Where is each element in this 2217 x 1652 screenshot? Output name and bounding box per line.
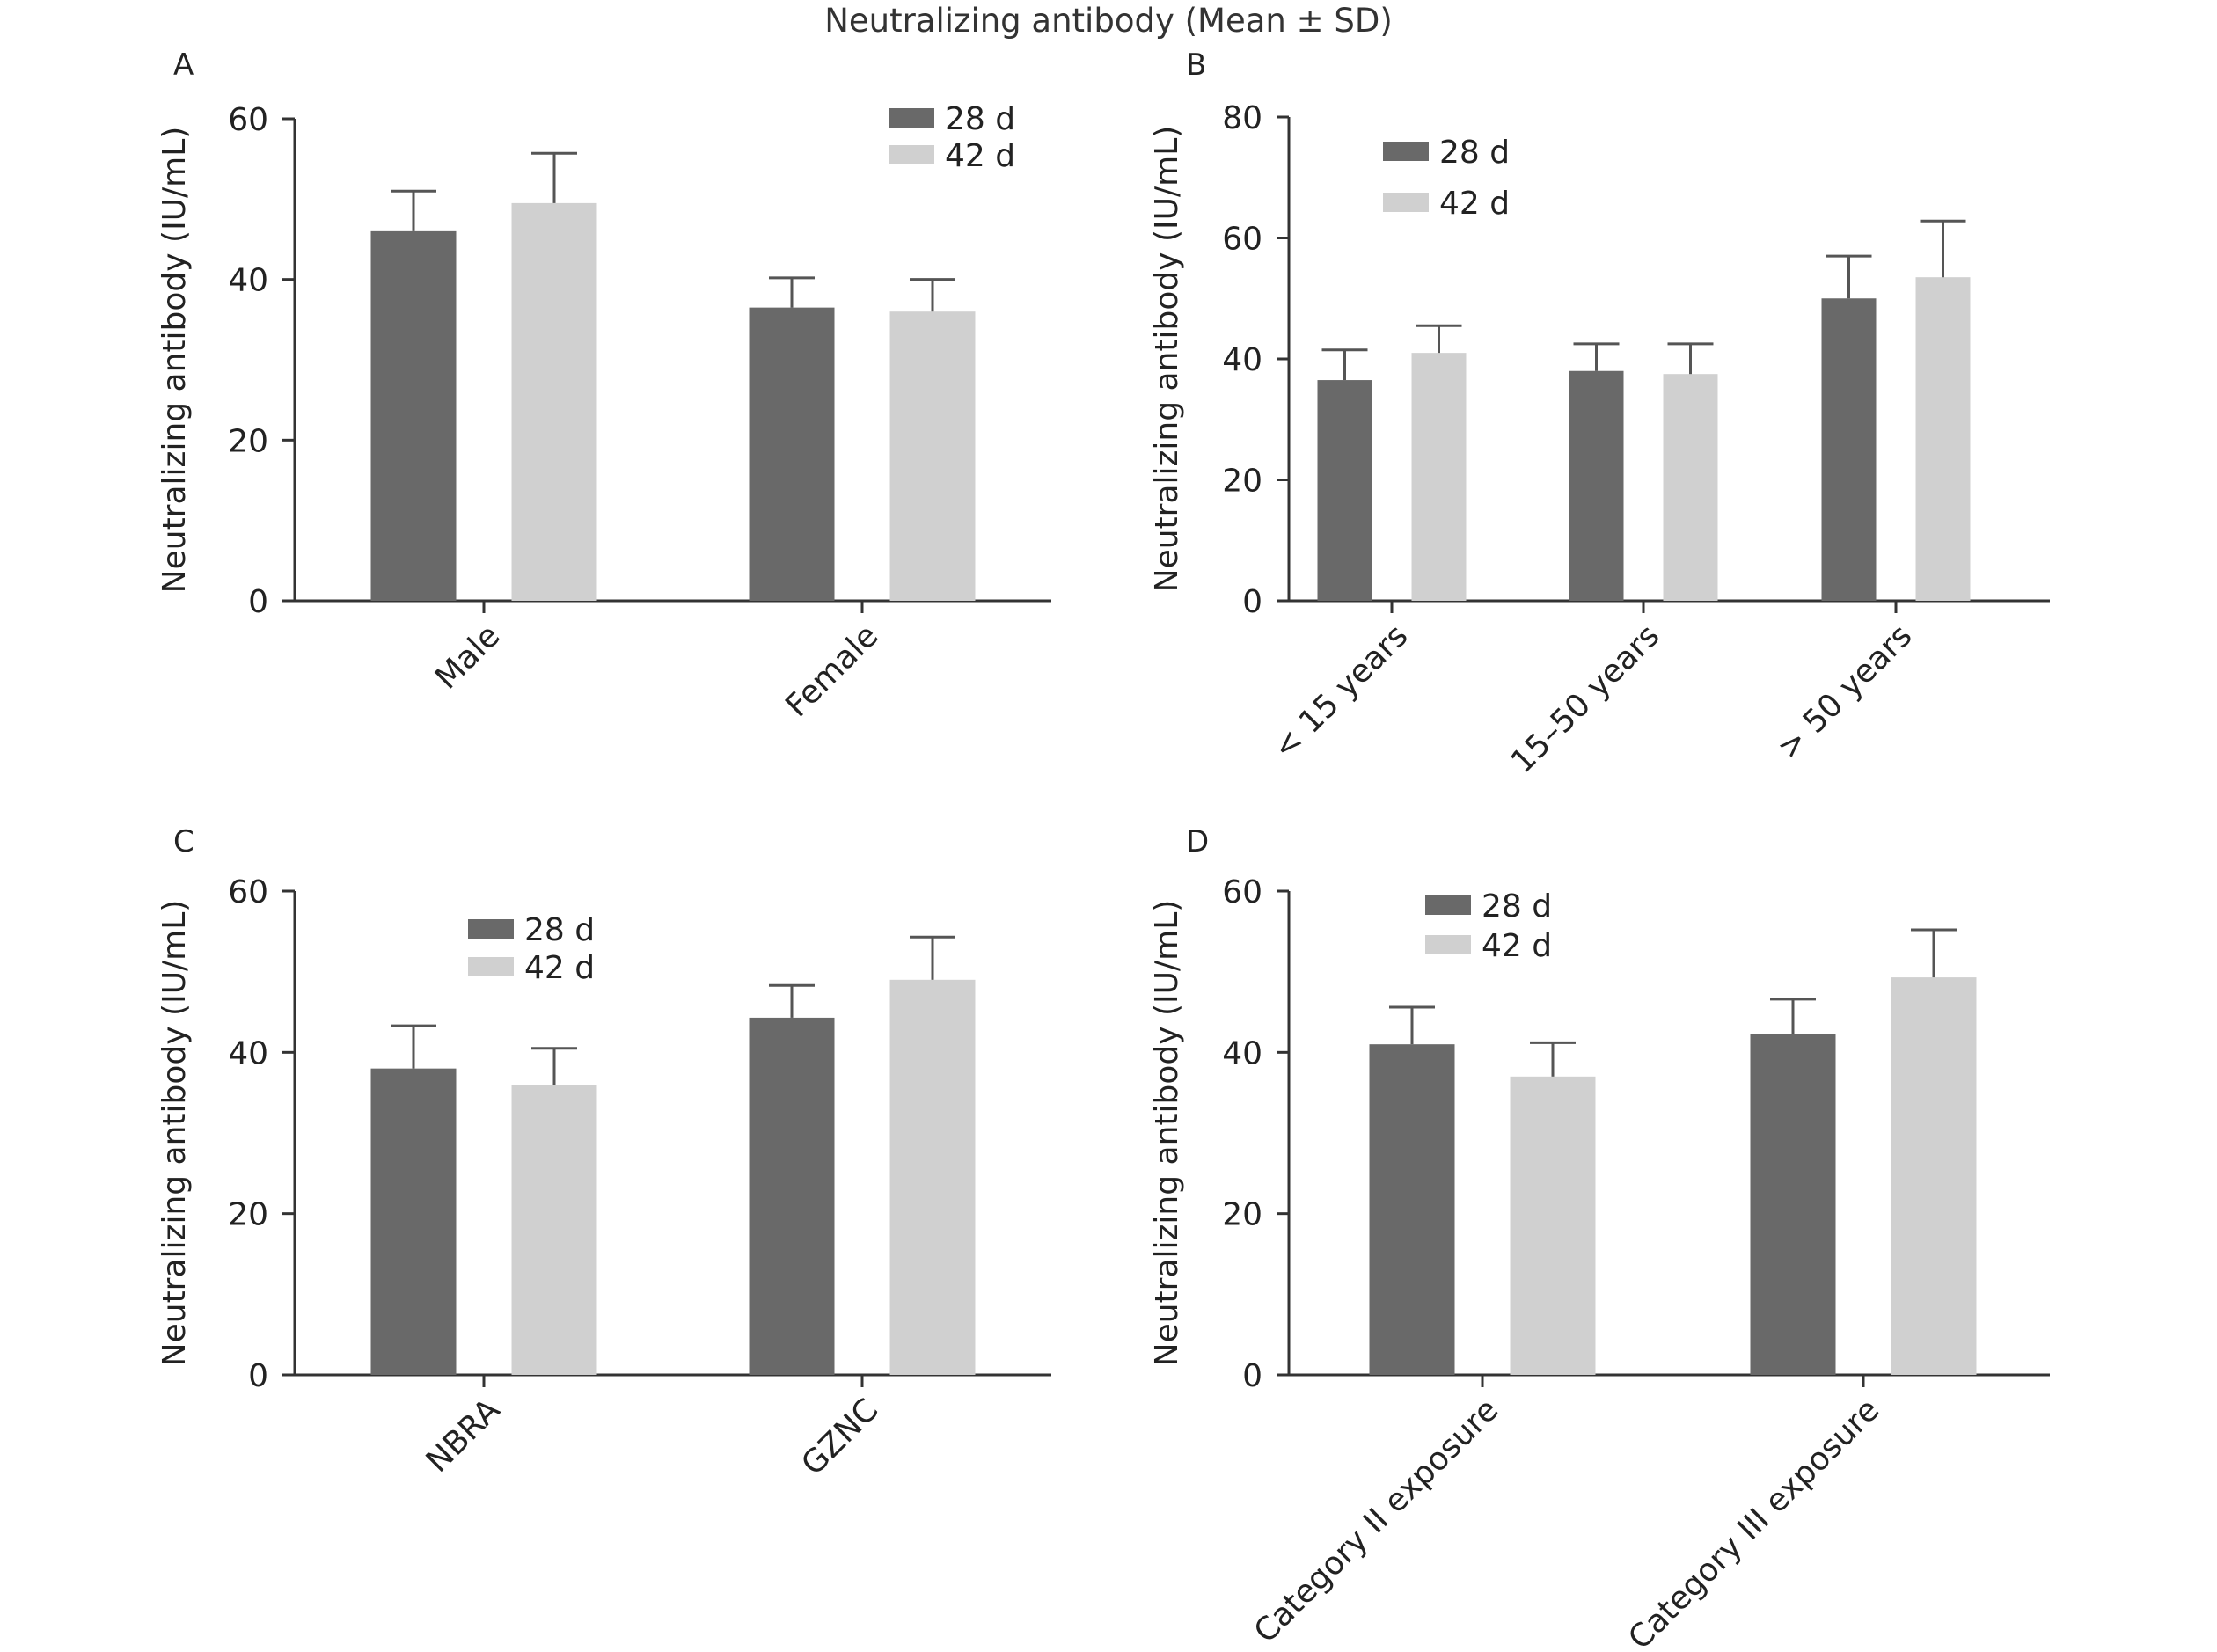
panel-d-y-tick-label: 40	[1222, 1035, 1262, 1071]
panel-b-bar	[1411, 353, 1467, 601]
panel-c-y-tick-label: 0	[248, 1358, 268, 1394]
panel-a-bar	[370, 230, 457, 601]
panel-c-legend-swatch	[468, 919, 514, 939]
panel-d-legend-label: 42 d	[1482, 928, 1552, 964]
panel-a-y-tick-label: 20	[228, 423, 268, 459]
panel-d-bar	[1891, 977, 1977, 1375]
panel-b-y-tick-label: 60	[1222, 222, 1262, 258]
panel-a-y-axis-label: Neutralizing antibody (IU/mL)	[157, 127, 193, 594]
panel-a-letter: A	[173, 48, 194, 83]
panel-b-legend-swatch	[1383, 142, 1429, 161]
panel-d-bar	[1750, 1034, 1836, 1375]
panel-b-y-axis-label: Neutralizing antibody (IU/mL)	[1149, 126, 1185, 593]
panel-b-y-tick-label: 20	[1222, 464, 1262, 500]
panel-b-category-label: < 15 years	[1266, 618, 1415, 766]
panel-a-bar	[511, 202, 597, 601]
panel-c-y-tick-label: 40	[228, 1035, 268, 1071]
panel-b-bar	[1915, 277, 1971, 601]
panel-c-legend-label: 28 d	[524, 912, 595, 948]
panel-c-category-label: NBRA	[420, 1392, 508, 1480]
panel-a-bar	[889, 311, 976, 601]
panel-c-legend-swatch	[468, 957, 514, 976]
panel-d-y-axis-label: Neutralizing antibody (IU/mL)	[1149, 900, 1185, 1367]
panel-c-category-label: GZNC	[794, 1392, 885, 1482]
panel-c-y-axis-label: Neutralizing antibody (IU/mL)	[157, 900, 193, 1367]
panel-a-legend-swatch	[889, 145, 934, 164]
panel-a-category-label: Male	[428, 618, 507, 696]
panel-d-category-label: Category II exposure	[1248, 1392, 1505, 1648]
panel-d-letter: D	[1186, 824, 1209, 859]
panel-d-legend-label: 28 d	[1482, 888, 1552, 925]
panel-b-y-tick-label: 80	[1222, 100, 1262, 136]
panel-c-y-tick-label: 60	[228, 874, 268, 910]
panel-a-category-label: Female	[779, 618, 885, 724]
panel-d-y-tick-label: 60	[1222, 874, 1262, 910]
panel-c-bar	[511, 1085, 597, 1375]
panel-a-bar	[749, 307, 835, 601]
panel-c-letter: C	[173, 824, 194, 859]
figure-title: Neutralizing antibody (Mean ± SD)	[824, 2, 1393, 40]
panel-a-y-tick-label: 60	[228, 102, 268, 138]
panel-d-bar	[1369, 1044, 1455, 1375]
panel-c-bar	[749, 1017, 835, 1375]
panel-b-y-tick-label: 0	[1242, 584, 1262, 620]
panel-c-legend-label: 42 d	[524, 950, 595, 986]
panel-c-bar	[889, 979, 976, 1375]
panel-a-legend-label: 42 d	[945, 138, 1015, 174]
panel-b-category-label: 15–50 years	[1504, 618, 1667, 780]
panel-c-y-tick-label: 20	[228, 1197, 268, 1233]
panel-d-category-label: Category III exposure	[1621, 1392, 1886, 1648]
panel-b-legend-label: 42 d	[1439, 186, 1510, 222]
panel-d-y-tick-label: 20	[1222, 1197, 1262, 1233]
panel-d-bar	[1510, 1076, 1596, 1375]
panel-b-bar	[1317, 380, 1372, 601]
panel-b-letter: B	[1186, 48, 1206, 83]
panel-b-bar	[1821, 298, 1877, 601]
panel-b-bar	[1569, 370, 1624, 601]
panel-d-legend-swatch	[1425, 895, 1471, 915]
panel-a-y-tick-label: 0	[248, 584, 268, 620]
panel-b-legend-label: 28 d	[1439, 135, 1510, 171]
panel-a-y-tick-label: 40	[228, 263, 268, 299]
panel-b-legend-swatch	[1383, 193, 1429, 212]
panel-b-y-tick-label: 40	[1222, 342, 1262, 378]
panel-b-bar	[1663, 374, 1718, 601]
panel-b-category-label: > 50 years	[1770, 618, 1919, 766]
panel-c-bar	[370, 1068, 457, 1375]
panel-d-y-tick-label: 0	[1242, 1358, 1262, 1394]
panel-a-legend-label: 28 d	[945, 101, 1015, 137]
panel-a-legend-swatch	[889, 108, 934, 128]
panel-d-legend-swatch	[1425, 935, 1471, 954]
